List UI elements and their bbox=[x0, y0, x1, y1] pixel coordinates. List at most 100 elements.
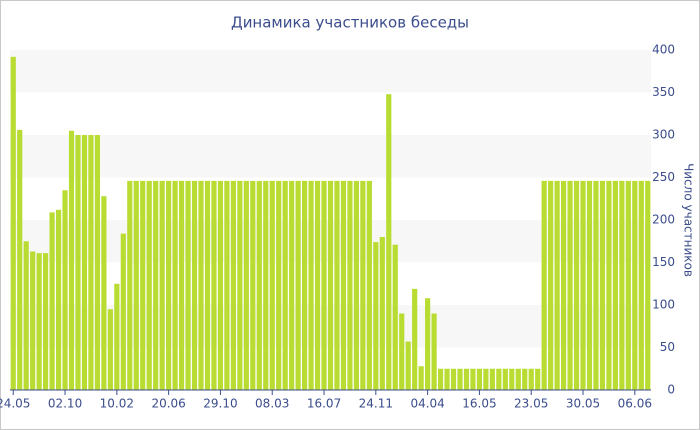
bar bbox=[340, 180, 347, 390]
bar bbox=[302, 180, 308, 390]
x-tick-label: 24.11 bbox=[359, 397, 393, 411]
bar bbox=[23, 241, 29, 390]
bar bbox=[412, 288, 418, 390]
bar bbox=[243, 180, 249, 390]
x-tick-label: 04.04 bbox=[410, 397, 444, 411]
bar bbox=[314, 180, 321, 390]
bar bbox=[450, 368, 457, 390]
x-tick-label: 10.02 bbox=[100, 397, 134, 411]
bar bbox=[573, 180, 580, 390]
y-tick-label: 150 bbox=[652, 255, 675, 269]
bar bbox=[360, 180, 366, 390]
bar bbox=[392, 244, 398, 390]
bar bbox=[127, 180, 133, 390]
bar bbox=[632, 180, 638, 390]
bar bbox=[237, 180, 243, 390]
y-tick-label: 200 bbox=[652, 213, 675, 227]
bar bbox=[114, 283, 120, 390]
bar bbox=[645, 180, 651, 390]
bar bbox=[282, 180, 288, 390]
bar bbox=[593, 180, 599, 390]
bar bbox=[599, 180, 606, 390]
bar bbox=[405, 341, 411, 390]
x-tick-label: 08.03 bbox=[255, 397, 289, 411]
bar bbox=[81, 135, 88, 390]
bar bbox=[327, 180, 334, 390]
bar bbox=[140, 180, 146, 390]
x-tick-label: 16.07 bbox=[307, 397, 341, 411]
bar bbox=[166, 180, 172, 390]
y-tick-label: 100 bbox=[652, 298, 675, 312]
bar bbox=[146, 180, 152, 390]
bar bbox=[509, 368, 515, 390]
x-tick-label: 02.10 bbox=[48, 397, 82, 411]
bar bbox=[224, 180, 230, 390]
y-tick-label: 0 bbox=[667, 383, 675, 397]
bar bbox=[10, 56, 16, 391]
bar bbox=[489, 368, 495, 390]
x-tick-label: 24.05 bbox=[0, 397, 30, 411]
bar bbox=[334, 180, 340, 390]
bar bbox=[379, 237, 385, 390]
bar bbox=[321, 180, 327, 390]
bar bbox=[567, 180, 573, 390]
x-tick-label: 20.06 bbox=[151, 397, 185, 411]
bar bbox=[548, 180, 554, 390]
bar bbox=[515, 368, 521, 390]
bar bbox=[308, 180, 314, 390]
y-tick-label: 50 bbox=[660, 340, 675, 354]
bar bbox=[75, 135, 81, 390]
bar bbox=[463, 368, 470, 390]
bar bbox=[43, 253, 49, 390]
bar bbox=[36, 253, 42, 390]
bar bbox=[49, 212, 55, 390]
bar bbox=[502, 368, 508, 390]
bar bbox=[217, 180, 224, 390]
bar bbox=[431, 313, 437, 390]
bar bbox=[153, 180, 159, 390]
bar bbox=[418, 366, 424, 390]
bar bbox=[191, 180, 198, 390]
bar bbox=[62, 190, 68, 390]
bar bbox=[133, 180, 139, 390]
bar bbox=[476, 368, 483, 390]
x-tick-label: 06.06 bbox=[618, 397, 652, 411]
bar bbox=[250, 180, 256, 390]
bar bbox=[230, 180, 236, 390]
bar bbox=[55, 209, 62, 390]
bar bbox=[17, 129, 23, 390]
bar bbox=[101, 196, 107, 390]
y-tick-label: 400 bbox=[652, 43, 675, 57]
bar bbox=[185, 180, 191, 390]
bar bbox=[554, 180, 560, 390]
bar bbox=[159, 180, 165, 390]
bar bbox=[586, 180, 593, 390]
bar bbox=[269, 180, 275, 390]
bar bbox=[204, 180, 211, 390]
bar bbox=[198, 180, 204, 390]
bar bbox=[437, 368, 444, 390]
y-tick-label: 250 bbox=[652, 170, 675, 184]
bar bbox=[425, 298, 431, 390]
chart-title: Динамика участников беседы bbox=[231, 14, 469, 32]
x-tick-label: 16.05 bbox=[462, 397, 496, 411]
bar bbox=[178, 180, 185, 390]
bar bbox=[88, 135, 94, 390]
bar bbox=[211, 180, 217, 390]
bar bbox=[263, 180, 269, 390]
bar bbox=[619, 180, 625, 390]
bar bbox=[289, 180, 295, 390]
bar bbox=[172, 180, 178, 390]
bar bbox=[483, 368, 489, 390]
bar bbox=[612, 180, 618, 390]
bar bbox=[256, 180, 262, 390]
bar bbox=[496, 368, 502, 390]
bar bbox=[444, 368, 450, 390]
bar bbox=[276, 180, 282, 390]
bar bbox=[107, 309, 113, 390]
x-tick-label: 30.05 bbox=[566, 397, 600, 411]
bar bbox=[353, 180, 359, 390]
bar bbox=[120, 233, 126, 390]
grid-band bbox=[10, 135, 651, 178]
